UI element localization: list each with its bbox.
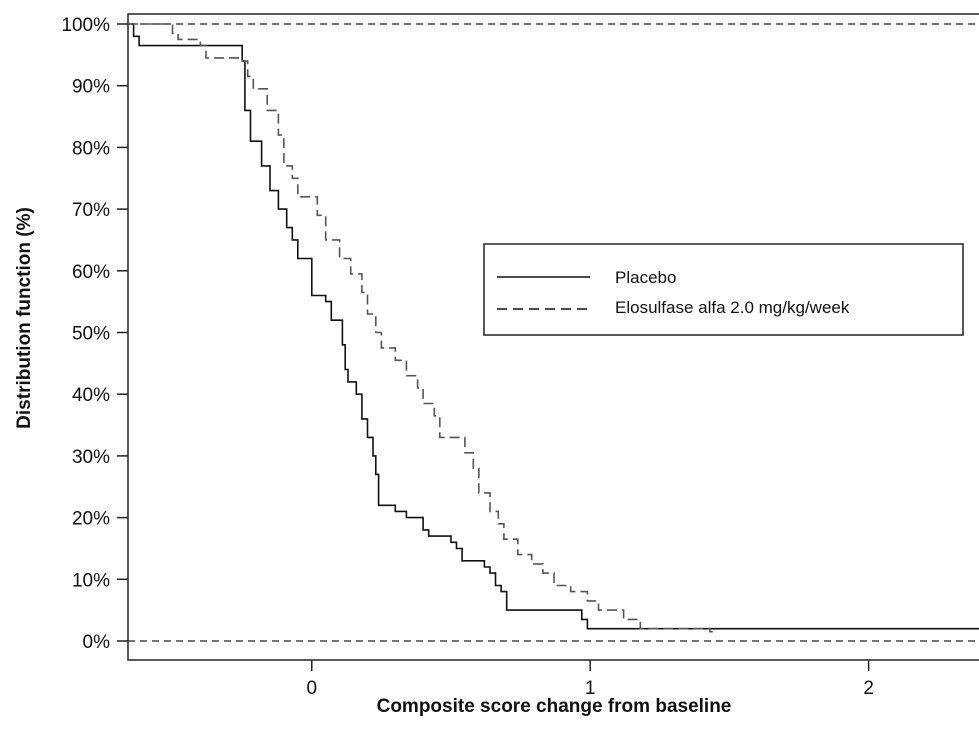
series-line-elosulfase	[128, 23, 713, 633]
y-tick-label: 20%	[72, 509, 110, 530]
legend-box	[483, 243, 964, 336]
series-lines	[128, 23, 979, 633]
x-axis-title: Composite score change from baseline	[377, 696, 732, 717]
plot-frame	[127, 13, 979, 661]
x-axis-ticks: 0 1 2	[306, 660, 874, 699]
x-tick-label: 2	[863, 678, 874, 699]
reference-lines	[128, 23, 979, 642]
series-line-placebo	[128, 23, 979, 630]
y-tick-label: 30%	[72, 447, 110, 468]
y-tick-label: 100%	[61, 15, 110, 36]
y-tick-label: 70%	[72, 200, 110, 221]
y-tick-label: 10%	[72, 570, 110, 591]
y-axis-title: Distribution function (%)	[14, 207, 35, 429]
legend-label-elosulfase: Elosulfase alfa 2.0 mg/kg/week	[615, 298, 850, 317]
legend: Placebo Elosulfase alfa 2.0 mg/kg/week	[483, 243, 964, 336]
x-tick-label: 0	[306, 678, 317, 699]
y-tick-label: 40%	[72, 385, 110, 406]
y-tick-label: 0%	[83, 632, 111, 653]
y-tick-label: 80%	[72, 138, 110, 159]
y-tick-label: 50%	[72, 324, 110, 345]
legend-label-placebo: Placebo	[615, 268, 676, 287]
y-tick-label: 60%	[72, 262, 110, 283]
y-axis-ticks: 0% 10% 20% 30% 40% 50% 60% 70% 80% 90% 100%	[61, 15, 128, 653]
x-tick-label: 1	[585, 678, 596, 699]
y-tick-label: 90%	[72, 77, 110, 98]
